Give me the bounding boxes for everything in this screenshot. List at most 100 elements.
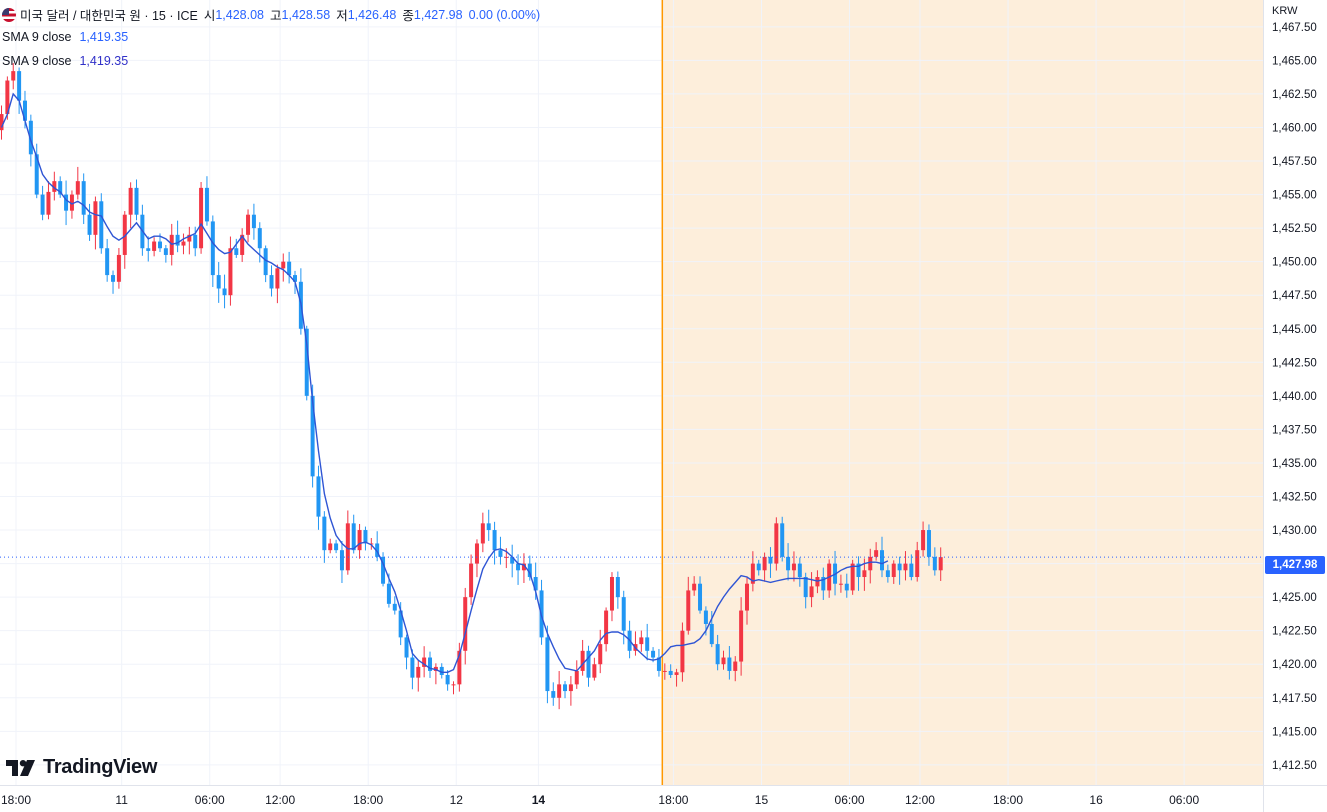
candle-body[interactable] <box>703 610 708 624</box>
candle-body[interactable] <box>586 650 591 678</box>
candle-body[interactable] <box>874 550 879 557</box>
candle-body[interactable] <box>645 637 650 651</box>
candle-body[interactable] <box>698 583 703 611</box>
candle-body[interactable] <box>52 181 57 192</box>
candle-body[interactable] <box>210 221 215 276</box>
candle-body[interactable] <box>228 248 233 296</box>
candle-body[interactable] <box>175 234 180 246</box>
candle-body[interactable] <box>651 650 656 658</box>
candle-body[interactable] <box>768 556 773 564</box>
candle-body[interactable] <box>64 194 69 211</box>
candle-body[interactable] <box>181 241 186 246</box>
candle-body[interactable] <box>615 577 620 598</box>
sma-9-line[interactable] <box>0 92 889 673</box>
candle-body[interactable] <box>527 563 532 578</box>
candle-body[interactable] <box>281 261 286 269</box>
candle-body[interactable] <box>275 268 280 289</box>
candle-body[interactable] <box>0 114 4 131</box>
candle-body[interactable] <box>692 583 697 591</box>
candle-body[interactable] <box>75 181 80 195</box>
candle-body[interactable] <box>122 214 127 255</box>
candle-body[interactable] <box>498 550 503 557</box>
candle-body[interactable] <box>105 248 110 276</box>
candle-body[interactable] <box>474 543 479 564</box>
candle-body[interactable] <box>204 187 209 222</box>
tradingview-logo[interactable]: TradingView <box>6 756 157 779</box>
candle-body[interactable] <box>609 577 614 611</box>
candle-body[interactable] <box>639 637 644 645</box>
candle-body[interactable] <box>157 241 162 249</box>
candle-body[interactable] <box>257 228 262 249</box>
candle-body[interactable] <box>492 530 497 551</box>
candle-body[interactable] <box>580 650 585 671</box>
candle-body[interactable] <box>369 543 374 545</box>
candle-body[interactable] <box>938 557 943 571</box>
candle-body[interactable] <box>310 395 315 477</box>
symbol-title[interactable]: 미국 달러 / 대한민국 원 · 15 · ICE <box>20 9 198 23</box>
candle-body[interactable] <box>334 543 339 551</box>
candle-body[interactable] <box>17 71 22 101</box>
candle-body[interactable] <box>293 275 297 282</box>
candle-body[interactable] <box>445 674 450 685</box>
candle-body[interactable] <box>709 623 714 645</box>
candle-body[interactable] <box>850 563 855 591</box>
candle-body[interactable] <box>662 670 667 672</box>
candle-body[interactable] <box>868 556 873 571</box>
candle-body[interactable] <box>885 570 890 578</box>
candle-body[interactable] <box>733 661 738 671</box>
candle-body[interactable] <box>316 476 321 517</box>
candle-body[interactable] <box>398 610 403 638</box>
candle-body[interactable] <box>680 630 685 673</box>
candle-body[interactable] <box>727 657 732 671</box>
candle-body[interactable] <box>357 530 362 551</box>
candle-body[interactable] <box>686 590 691 631</box>
candle-body[interactable] <box>803 577 808 598</box>
candle-body[interactable] <box>363 530 368 544</box>
candle-body[interactable] <box>516 563 521 571</box>
candle-body[interactable] <box>457 650 462 685</box>
candle-body[interactable] <box>809 586 814 598</box>
candle-body[interactable] <box>439 666 444 675</box>
candle-body[interactable] <box>598 644 603 665</box>
candle-body[interactable] <box>903 563 908 571</box>
candle-body[interactable] <box>111 275 116 282</box>
candle-body[interactable] <box>40 194 45 215</box>
candle-body[interactable] <box>774 523 779 564</box>
indicator-sma-1[interactable]: SMA 9 close 1,419.35 <box>2 30 128 44</box>
candle-body[interactable] <box>116 254 121 282</box>
candle-body[interactable] <box>926 530 931 557</box>
candle-body[interactable] <box>375 543 380 557</box>
candle-body[interactable] <box>28 120 33 155</box>
candle-body[interactable] <box>674 672 679 675</box>
candle-body[interactable] <box>533 577 538 591</box>
candle-body[interactable] <box>721 657 726 665</box>
candle-body[interactable] <box>545 637 550 692</box>
candle-body[interactable] <box>480 523 485 544</box>
candle-body[interactable] <box>351 523 356 551</box>
candle-body[interactable] <box>328 543 333 551</box>
candle-body[interactable] <box>5 80 10 115</box>
candle-body[interactable] <box>34 154 39 195</box>
candle-body[interactable] <box>128 187 133 215</box>
candle-body[interactable] <box>322 516 327 551</box>
candle-body[interactable] <box>240 234 245 255</box>
candle-body[interactable] <box>844 583 849 591</box>
candle-body[interactable] <box>58 181 63 195</box>
currency-label[interactable]: KRW <box>1272 5 1298 17</box>
candle-body[interactable] <box>99 201 104 249</box>
candle-body[interactable] <box>234 248 239 255</box>
candle-body[interactable] <box>557 684 562 698</box>
candle-body[interactable] <box>269 275 274 289</box>
candle-body[interactable] <box>891 563 896 578</box>
candle-body[interactable] <box>504 556 509 558</box>
candle-body[interactable] <box>486 523 491 531</box>
candle-body[interactable] <box>87 214 92 235</box>
candle-body[interactable] <box>786 556 791 571</box>
candle-body[interactable] <box>146 248 151 251</box>
candle-body[interactable] <box>428 657 433 671</box>
candle-body[interactable] <box>404 637 409 658</box>
candle-body[interactable] <box>756 563 761 571</box>
candle-body[interactable] <box>81 181 86 215</box>
candle-body[interactable] <box>621 597 626 631</box>
